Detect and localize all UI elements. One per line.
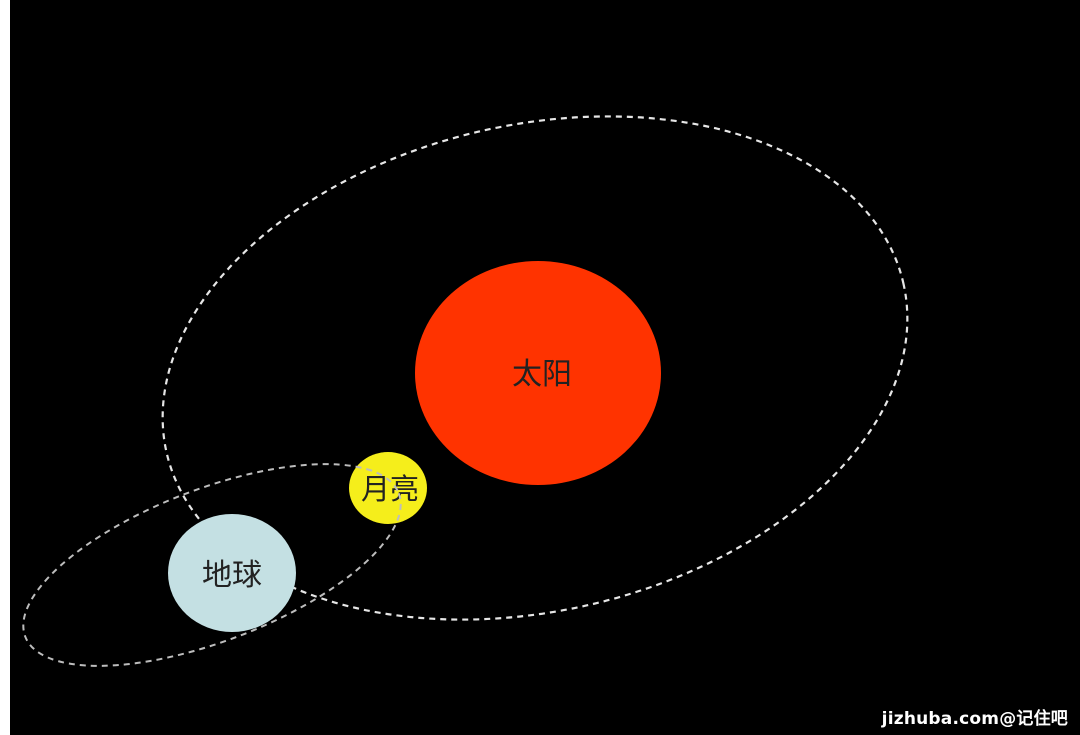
earth-orbit-path — [161, 115, 909, 621]
moon-label: 月亮 — [361, 472, 419, 506]
sun-label: 太阳 — [512, 357, 572, 392]
sun — [415, 261, 661, 485]
moon-orbit-path — [22, 463, 402, 667]
earth-label: 地球 — [202, 558, 262, 593]
watermark: jizhuba.com@记住吧 — [881, 709, 1068, 729]
earth — [168, 514, 296, 632]
